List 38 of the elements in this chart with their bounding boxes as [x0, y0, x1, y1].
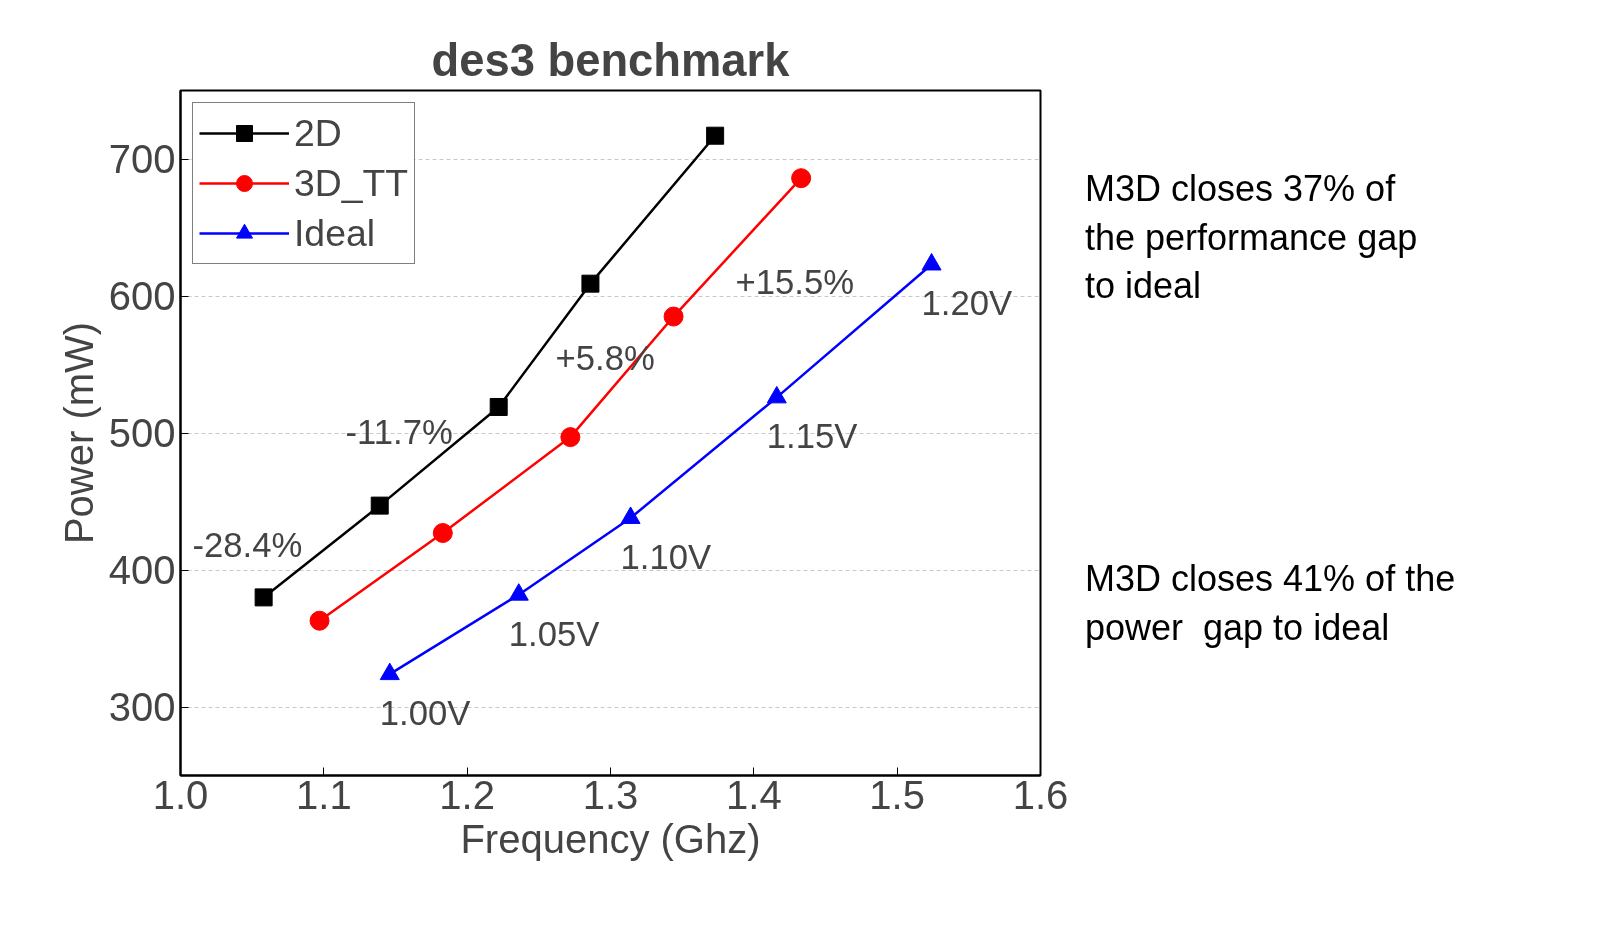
- x-tick-label: 1.6: [1012, 772, 1069, 817]
- annotation: 1.00V: [379, 694, 471, 733]
- legend-label: 3D_TT: [294, 160, 409, 206]
- point: [706, 126, 725, 145]
- y-tick-label: 500: [108, 411, 176, 455]
- x-tick-label: 1.3: [582, 772, 639, 817]
- point: [370, 496, 389, 515]
- x-tick-label: 1.4: [726, 772, 782, 817]
- point: [489, 397, 508, 416]
- text: M3D closes 41% of the power gap to ideal: [1085, 557, 1456, 650]
- point: [254, 588, 273, 607]
- x-tick-label: 1.1: [296, 772, 352, 817]
- legend-label: 2D: [294, 110, 342, 156]
- y-tick-label: 400: [108, 548, 176, 592]
- annotation: 1.20V: [921, 284, 1013, 323]
- annotation: 1.15V: [766, 417, 858, 456]
- y-tick-label: 300: [108, 685, 176, 729]
- text: M3D closes 37% of the performance gap to ideal: [1085, 167, 1418, 309]
- legend-label: Ideal: [294, 210, 375, 256]
- point: [791, 168, 812, 189]
- point: [432, 523, 453, 543]
- x-axis-title: Frequency (Ghz): [460, 816, 761, 861]
- chart-title: des3 benchmark: [431, 34, 791, 86]
- annotation: 1.10V: [620, 537, 712, 576]
- annotation: +15.5%: [735, 262, 855, 301]
- annotation: -11.7%: [345, 412, 453, 451]
- point: [560, 427, 581, 448]
- y-tick-label: 700: [108, 137, 176, 181]
- y-axis-title: Power (mW): [56, 321, 101, 545]
- x-tick-label: 1.5: [869, 772, 925, 817]
- x-tick-label: 1.0: [152, 772, 209, 817]
- point: [663, 306, 684, 327]
- point: [309, 610, 330, 631]
- y-tick-label: 600: [108, 274, 176, 318]
- annotation: -28.4%: [192, 525, 303, 564]
- annotation: 1.05V: [508, 614, 600, 653]
- point: [581, 274, 600, 293]
- x-tick-label: 1.2: [439, 772, 495, 817]
